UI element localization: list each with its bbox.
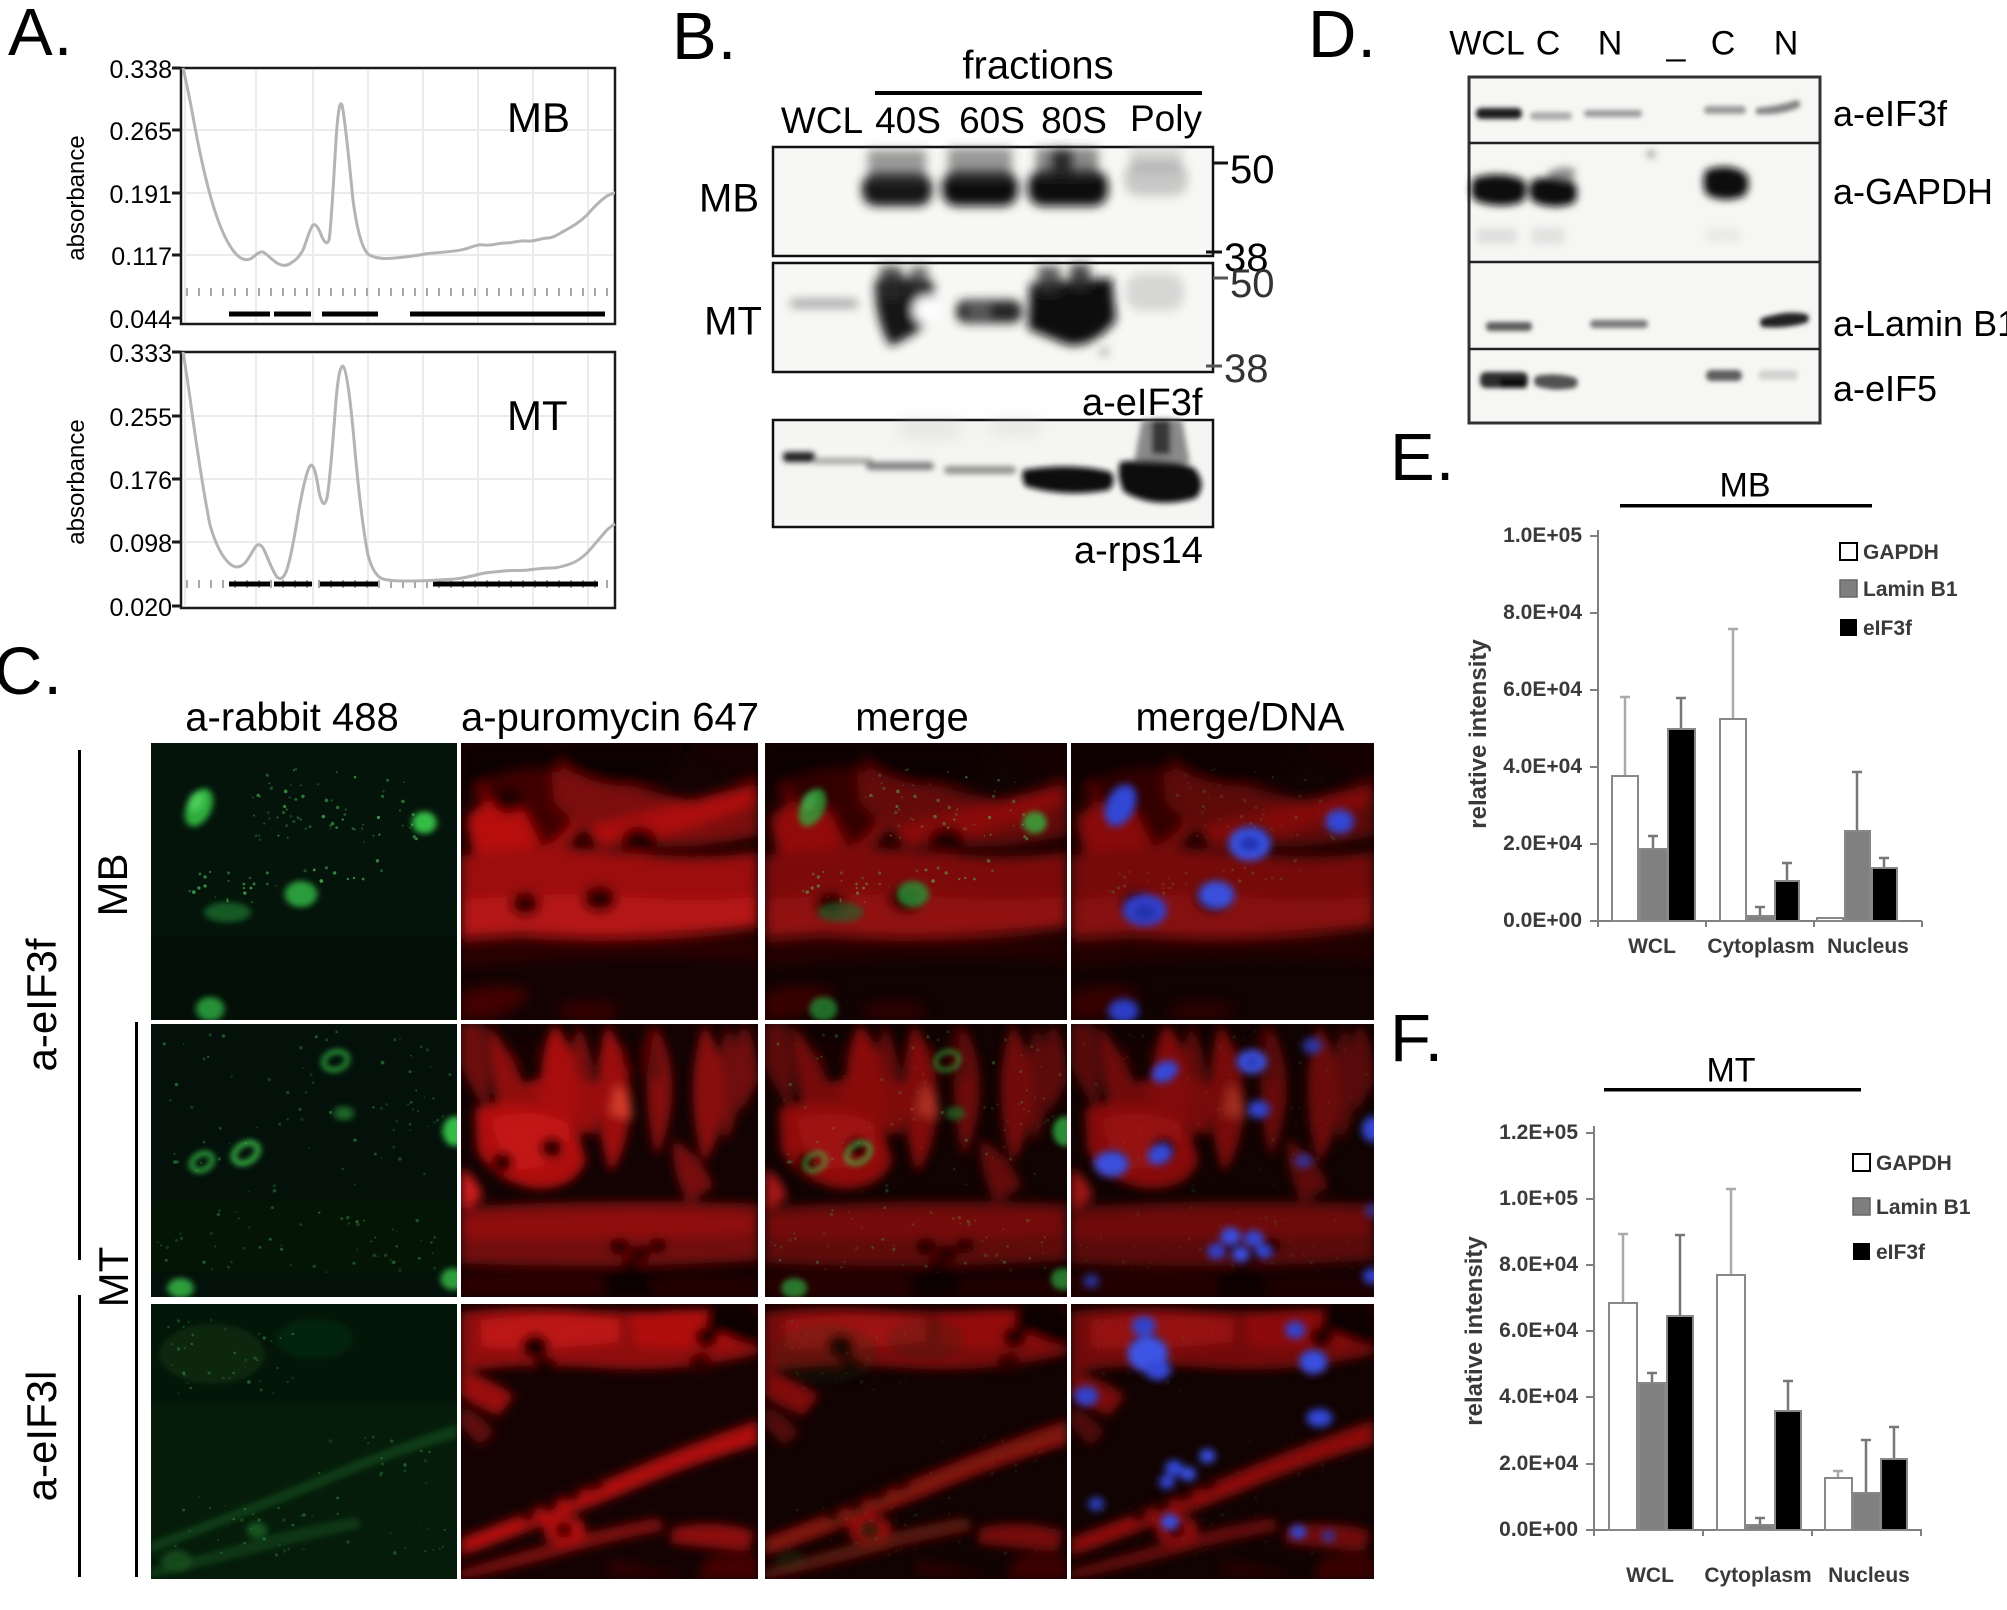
svg-text:MB: MB [507,94,570,141]
svg-text:MT: MT [507,392,568,439]
